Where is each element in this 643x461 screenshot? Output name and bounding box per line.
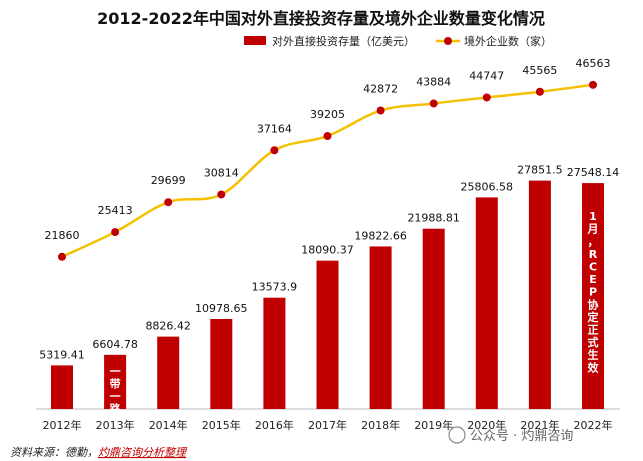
line-point-2021年 bbox=[535, 87, 544, 96]
line-series: 21860 25413 29699 30814 37164 39205 42872 43884… bbox=[45, 57, 611, 261]
bar-label-2017年: 18090.37 bbox=[301, 244, 354, 257]
bar-label-2012年: 5319.41 bbox=[39, 348, 85, 361]
legend-line-label: 境外企业数（家） bbox=[464, 34, 552, 48]
bar-2012年 bbox=[51, 365, 73, 409]
x-tick-2018年: 2018年 bbox=[361, 418, 400, 432]
annotations: 一带一路 1 月， R C E P 协定正式生效 bbox=[110, 210, 600, 416]
line-point-2020年 bbox=[482, 93, 491, 102]
bar-2014年 bbox=[157, 336, 180, 409]
line-label-2022年: 46563 bbox=[576, 57, 611, 70]
line-point-2016年 bbox=[270, 146, 279, 155]
x-tick-2012年: 2012年 bbox=[43, 418, 82, 432]
wechat-icon bbox=[448, 426, 466, 444]
x-tick-2015年: 2015年 bbox=[202, 418, 241, 432]
line-label-2015年: 30814 bbox=[204, 166, 239, 179]
line-label-2016年: 37164 bbox=[257, 122, 292, 135]
line-label-2020年: 44747 bbox=[469, 69, 504, 82]
x-tick-2017年: 2017年 bbox=[308, 418, 347, 432]
line-point-2012年 bbox=[58, 252, 66, 261]
line-point-2019年 bbox=[429, 99, 438, 108]
line-label-2017年: 39205 bbox=[310, 108, 345, 121]
bar-2022年 bbox=[582, 183, 604, 409]
source-prefix-text: 资料来源：德勤， bbox=[10, 446, 98, 459]
x-tick-2013年: 2013年 bbox=[96, 418, 135, 432]
line-point-2014年 bbox=[164, 198, 173, 207]
bar-2017年 bbox=[316, 260, 339, 409]
bar-label-2019年: 21988.81 bbox=[407, 212, 460, 225]
bar-label-2015年: 10978.65 bbox=[195, 302, 248, 315]
line-label-2013年: 25413 bbox=[98, 204, 133, 217]
line-label-2021年: 45565 bbox=[522, 64, 557, 77]
bar-label-2021年: 27851.5 bbox=[517, 164, 563, 177]
line-point-2022年 bbox=[589, 80, 597, 89]
line-label-2012年: 21860 bbox=[45, 229, 80, 242]
bar-2015年 bbox=[210, 318, 233, 409]
line-label-2019年: 43884 bbox=[416, 75, 451, 88]
line-label-2014年: 29699 bbox=[151, 174, 186, 187]
x-axis-ticks: 2012年 2013年 2014年 2015年 2016年 2017年 2018年 2019年… bbox=[43, 418, 613, 432]
annotation-2022年: 1 月， R C E P 协定正式生效 bbox=[587, 210, 600, 374]
bar-2018年 bbox=[369, 246, 392, 409]
legend: 对外直接投资存量（亿美元） 境外企业数（家） bbox=[244, 34, 552, 48]
x-tick-2019年: 2019年 bbox=[414, 418, 453, 432]
bar-2021年 bbox=[528, 180, 551, 409]
bar-2013年 bbox=[104, 354, 127, 409]
bar-series: 5319.41 6604.78 8826.42 10978.65 13573.9 1809… bbox=[39, 164, 619, 409]
line-point-2013年 bbox=[111, 228, 120, 237]
chart-title: 2012-2022年中国对外直接投资存量及境外企业数量变化情况 bbox=[97, 9, 545, 28]
x-tick-2016年: 2016年 bbox=[255, 418, 294, 432]
legend-line-marker bbox=[444, 37, 452, 45]
x-tick-2014年: 2014年 bbox=[149, 418, 188, 432]
legend-bar-swatch bbox=[244, 36, 266, 45]
x-tick-2022年: 2022年 bbox=[574, 418, 613, 432]
line-point-2018年 bbox=[376, 106, 385, 115]
watermark-text: 公众号 · 灼鼎咨询 bbox=[470, 429, 573, 444]
bar-2016年 bbox=[263, 297, 286, 409]
x-tick-2021年: 2021年 bbox=[520, 418, 559, 432]
annotation-2013年: 一带一路 bbox=[110, 365, 122, 416]
bar-2019年 bbox=[422, 228, 445, 409]
bar-label-2020年: 25806.58 bbox=[461, 180, 514, 193]
x-tick-2020年: 2020年 bbox=[467, 418, 506, 432]
line-point-2015年 bbox=[217, 190, 226, 199]
legend-bar-label: 对外直接投资存量（亿美元） bbox=[272, 34, 415, 48]
bar-label-2013年: 6604.78 bbox=[92, 338, 138, 351]
bar-label-2018年: 19822.66 bbox=[354, 229, 407, 242]
watermark: 公众号 · 灼鼎咨询 bbox=[448, 426, 573, 444]
line-point-2017年 bbox=[323, 132, 332, 141]
line-label-2018年: 42872 bbox=[363, 83, 398, 96]
bar-label-2022年: 27548.14 bbox=[567, 166, 620, 179]
source-link[interactable]: 灼鼎咨询分析整理 bbox=[98, 446, 188, 459]
bar-label-2014年: 8826.42 bbox=[145, 320, 191, 333]
bar-label-2016年: 13573.9 bbox=[252, 281, 298, 294]
source-prefix: 资料来源：德勤，灼鼎咨询分析整理 bbox=[10, 446, 188, 459]
bar-2020年 bbox=[475, 197, 498, 409]
